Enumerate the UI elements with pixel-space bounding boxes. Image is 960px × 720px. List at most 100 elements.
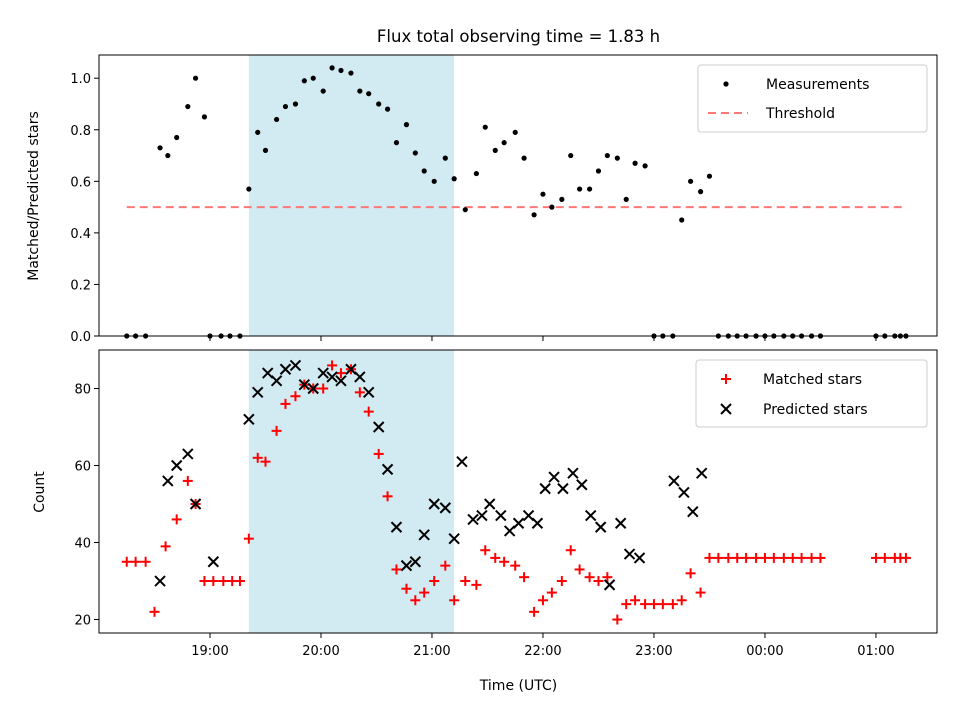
top-legend-label-threshold: Threshold: [765, 106, 835, 122]
predicted-point: [354, 371, 366, 383]
y-tick-label: 0.0: [70, 330, 91, 345]
predicted-point: [307, 382, 319, 395]
bottom-axes-frame: [98, 349, 938, 634]
predicted-point: [695, 467, 708, 479]
chart-title: Flux total observing time = 1.83 h: [377, 27, 660, 46]
measurement-point: [301, 78, 307, 84]
predicted-point: [576, 479, 588, 491]
top-axes-frame: [98, 54, 938, 337]
bottom-legend-marker-matched: [721, 374, 731, 384]
measurement-point: [338, 67, 344, 74]
measurement-point: [559, 196, 565, 202]
predicted-point: [243, 413, 255, 426]
matched-point: [327, 360, 338, 371]
measurement-point: [679, 217, 685, 223]
bottom-matched-points: [121, 360, 911, 625]
y-tick-label: 80: [74, 383, 91, 398]
measurement-point: [706, 173, 713, 179]
predicted-point: [448, 532, 460, 545]
matched-point: [160, 541, 171, 552]
matched-point: [171, 514, 182, 525]
matched-point: [574, 564, 585, 575]
matched-point: [121, 556, 132, 567]
bottom-legend-label-matched: Matched stars: [763, 372, 862, 388]
predicted-point: [363, 386, 375, 399]
matched-point: [260, 456, 271, 467]
matched-point: [519, 572, 530, 583]
bottom-y-axis-label: Count: [32, 471, 48, 513]
y-tick-label: 1.0: [70, 72, 91, 87]
measurement-point: [273, 116, 280, 123]
predicted-point: [531, 517, 544, 529]
measurement-point: [174, 134, 180, 141]
measurement-point: [376, 101, 382, 107]
matched-point: [870, 552, 881, 563]
measurement-point: [329, 65, 335, 71]
legend-plus: [721, 374, 731, 384]
predicted-point: [476, 509, 488, 522]
x-tick-label: 23:00: [635, 644, 672, 659]
matched-point: [234, 576, 245, 587]
matched-point: [621, 599, 632, 610]
y-tick-label: 20: [74, 614, 91, 629]
measurement-point: [492, 147, 498, 153]
bottom-predicted-points: [154, 359, 708, 591]
legend-cross: [720, 403, 732, 415]
matched-point: [741, 552, 752, 563]
predicted-point: [326, 371, 338, 383]
measurement-point: [421, 168, 427, 174]
predicted-point: [207, 556, 220, 568]
top-legend-label-measurements: Measurements: [766, 77, 869, 93]
y-tick-label: 40: [74, 537, 91, 552]
matched-point: [440, 560, 451, 571]
measurement-point: [246, 186, 252, 192]
matched-point: [429, 576, 440, 587]
measurement-point: [586, 186, 593, 192]
measurement-point: [192, 75, 199, 81]
predicted-point: [162, 475, 174, 487]
measurement-point: [185, 103, 191, 110]
matched-point: [648, 599, 659, 610]
predicted-point: [584, 509, 597, 522]
predicted-point: [548, 471, 560, 483]
bottom-legend-label-predicted: Predicted stars: [763, 402, 868, 418]
predicted-point: [170, 459, 183, 472]
x-tick-label: 19:00: [191, 644, 228, 659]
predicted-point: [495, 509, 507, 522]
bottom-legend: Matched stars Predicted stars: [695, 359, 928, 428]
matched-point: [796, 552, 807, 563]
measurement-point: [366, 91, 372, 97]
predicted-point: [418, 529, 430, 541]
predicted-point: [409, 556, 422, 568]
matched-point: [318, 383, 329, 394]
predicted-point: [428, 498, 440, 510]
matched-point: [667, 599, 678, 610]
measurement-point: [310, 75, 316, 81]
predicted-point: [390, 521, 403, 533]
measurement-point: [292, 101, 299, 107]
predicted-point: [279, 363, 292, 375]
predicted-point: [298, 378, 311, 391]
matched-point: [140, 556, 151, 567]
measurement-point: [697, 189, 704, 195]
matched-point: [732, 552, 743, 563]
measurement-point: [604, 152, 610, 159]
predicted-point: [687, 506, 699, 518]
top-legend: Measurements Threshold: [697, 64, 928, 133]
matched-point: [593, 576, 604, 587]
top-panel: 0.0 0.2 0.4 0.6 0.8 1.0 Matched/Predicted sta…: [26, 54, 938, 345]
matched-point: [510, 560, 521, 571]
predicted-point: [594, 521, 607, 533]
measurement-point: [540, 191, 546, 197]
matched-point: [657, 599, 668, 610]
matched-point: [713, 552, 724, 563]
measurement-point: [482, 124, 488, 130]
matched-point: [373, 448, 384, 459]
top-legend-marker-measurements: [723, 81, 729, 87]
measurement-point: [577, 186, 583, 192]
matched-point: [584, 572, 595, 583]
matched-point: [529, 606, 540, 617]
top-x-ticks: [209, 336, 877, 341]
matched-point: [199, 576, 210, 587]
